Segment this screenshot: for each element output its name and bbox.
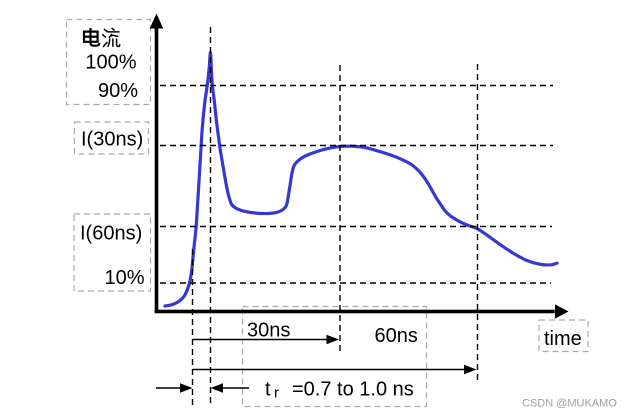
svg-text:30ns: 30ns — [247, 320, 290, 342]
svg-text:10%: 10% — [104, 267, 144, 289]
svg-text:90%: 90% — [98, 80, 138, 102]
svg-text:100%: 100% — [85, 52, 136, 74]
svg-text:I(30ns): I(30ns) — [81, 129, 143, 151]
svg-text:I(60ns): I(60ns) — [80, 222, 142, 244]
svg-text:t: t — [265, 379, 271, 401]
svg-text:60ns: 60ns — [375, 325, 418, 347]
svg-text:=0.7 to 1.0 ns: =0.7 to 1.0 ns — [292, 379, 414, 401]
svg-text:r: r — [274, 385, 279, 402]
svg-text:time: time — [544, 328, 582, 350]
svg-text:CSDN @MUKAMO: CSDN @MUKAMO — [522, 398, 617, 410]
